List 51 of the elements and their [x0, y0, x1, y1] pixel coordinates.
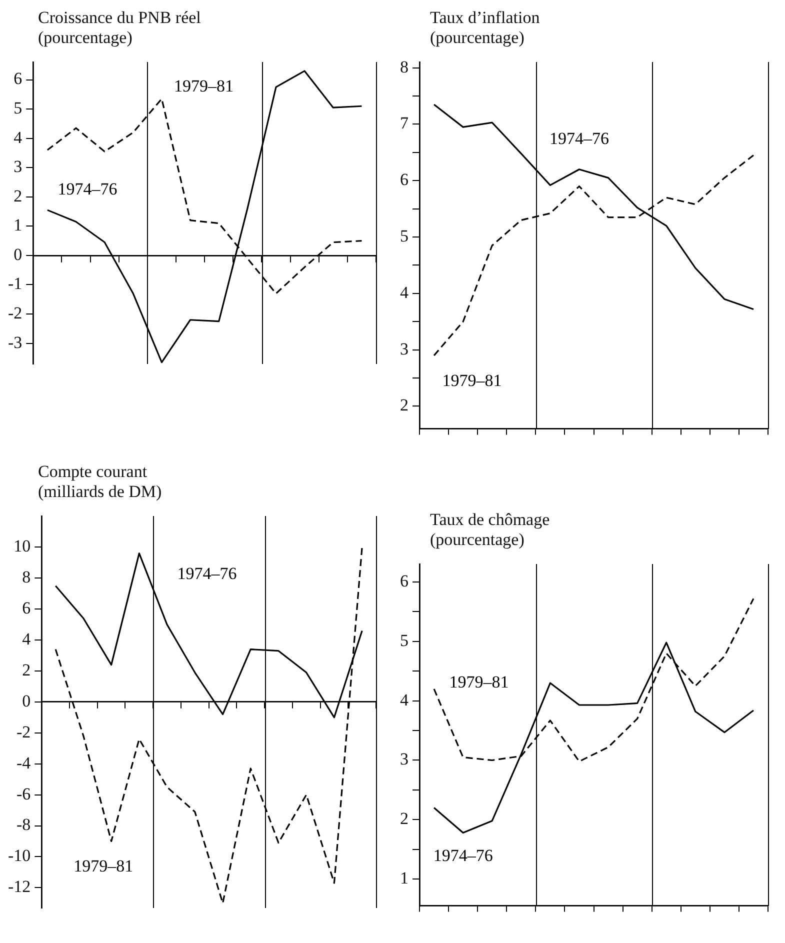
y-tick-label: 10 — [14, 536, 31, 556]
y-tick-label: -6 — [16, 784, 31, 804]
series-label: 1979–81 — [449, 672, 509, 692]
y-tick-label: 3 — [400, 750, 408, 769]
y-tick-label: -4 — [16, 753, 32, 772]
y-tick-label: 2 — [22, 660, 31, 680]
y-tick-label: -1 — [8, 274, 22, 294]
y-tick-label: 5 — [400, 630, 408, 650]
series-label: 1979–81 — [74, 856, 134, 876]
y-tick-label: -2 — [16, 722, 31, 742]
y-tick-label: 4 — [400, 282, 409, 302]
chart-title: Taux de chômage — [429, 510, 551, 530]
y-tick-label: 2 — [400, 809, 408, 828]
y-tick-label: 5 — [14, 98, 22, 118]
y-tick-label: -10 — [8, 846, 31, 866]
y-tick-label: 8 — [22, 568, 31, 587]
y-tick-label: 2 — [14, 186, 22, 206]
y-tick-label: -12 — [8, 877, 31, 896]
chart-subtitle: (pourcentage) — [429, 530, 526, 550]
series-label: 1979–81 — [174, 76, 234, 96]
chart-subtitle: (pourcentage) — [429, 28, 526, 48]
chart-subtitle: (pourcentage) — [37, 28, 134, 48]
series-label: 1974–76 — [433, 846, 493, 866]
chart-title: Taux d’inflation — [429, 8, 541, 28]
y-tick-label: 4 — [14, 128, 23, 147]
y-tick-label: 8 — [400, 57, 408, 76]
chart-title: Compte courant — [37, 462, 148, 482]
y-tick-label: 6 — [400, 170, 408, 190]
y-tick-label: 2 — [400, 396, 408, 415]
y-tick-label: 0 — [14, 244, 22, 264]
y-tick-label: 6 — [14, 69, 22, 88]
y-tick-label: 5 — [400, 226, 408, 246]
series-label: 1979–81 — [442, 370, 502, 390]
y-tick-label: 0 — [22, 691, 31, 710]
y-tick-label: 4 — [400, 690, 409, 710]
y-tick-label: 6 — [400, 571, 408, 590]
y-tick-label: -8 — [16, 815, 31, 834]
series-label: 1974–76 — [177, 564, 237, 584]
y-tick-label: 1 — [14, 216, 22, 235]
y-tick-label: -2 — [8, 303, 22, 322]
y-tick-label: 6 — [22, 598, 31, 618]
y-tick-label: 4 — [22, 629, 32, 648]
chart-title: Croissance du PNB réel — [37, 8, 202, 28]
series-label: 1974–76 — [549, 128, 609, 148]
y-tick-label: -3 — [8, 332, 22, 352]
y-tick-label: 1 — [400, 868, 408, 888]
y-tick-label: 7 — [400, 114, 409, 133]
y-tick-label: 3 — [14, 157, 22, 176]
chart-subtitle: (milliards de DM) — [37, 482, 163, 502]
series-label: 1974–76 — [58, 180, 118, 199]
y-tick-label: 3 — [400, 339, 408, 358]
